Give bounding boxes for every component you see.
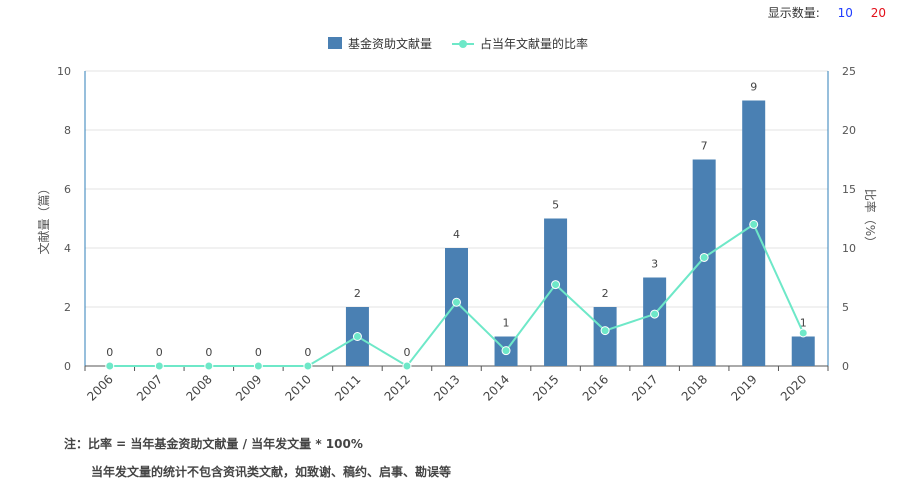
x-tick-label: 2009 — [233, 372, 264, 403]
display-count-control: 显示数量: 10 20 — [768, 4, 886, 21]
bar-value-label: 2 — [354, 287, 361, 300]
note-exclusion: 当年发文量的统计不包含资讯类文献，如致谢、稿约、启事、勘误等 — [91, 465, 452, 479]
bar — [643, 277, 667, 366]
bar — [544, 218, 568, 366]
y2-tick-label: 25 — [842, 65, 856, 78]
y2-tick-label: 10 — [842, 242, 856, 255]
bar-value-label: 3 — [651, 258, 658, 271]
bar-value-label: 0 — [106, 346, 113, 359]
ratio-point — [204, 361, 214, 371]
ratio-point — [105, 361, 115, 371]
legend-bar-swatch — [328, 37, 342, 49]
y-tick-label: 2 — [64, 301, 71, 314]
bar — [692, 159, 716, 366]
ratio-point — [352, 332, 362, 341]
legend-bar-label: 基金资助文献量 — [348, 36, 432, 51]
y-tick-label: 10 — [57, 65, 71, 78]
bar — [742, 100, 766, 366]
y2-tick-label: 5 — [842, 301, 849, 314]
y2-tick-label: 15 — [842, 183, 856, 196]
display-count-label: 显示数量: — [767, 6, 820, 20]
x-tick-label: 2018 — [679, 372, 710, 403]
bar-value-label: 1 — [503, 317, 510, 330]
y2-tick-label: 0 — [842, 360, 849, 373]
ratio-point — [600, 326, 610, 336]
y-tick-label: 6 — [64, 183, 71, 196]
bar — [593, 307, 617, 366]
y-tick-label: 4 — [64, 242, 71, 255]
y2-axis-title: 比率（%） — [863, 189, 878, 248]
bar-value-label: 5 — [552, 199, 559, 212]
y-tick-label: 8 — [64, 124, 71, 137]
display-count-option-10[interactable]: 10 — [837, 6, 853, 20]
display-count-option-20[interactable]: 20 — [870, 6, 886, 20]
bar-value-label: 0 — [205, 346, 212, 359]
bar-value-label: 0 — [255, 346, 262, 359]
bar — [791, 336, 815, 366]
legend-line-label: 占当年文献量的比率 — [480, 36, 588, 51]
ratio-point — [154, 361, 164, 371]
bar-value-label: 9 — [750, 81, 757, 94]
ratio-point — [551, 280, 561, 290]
x-tick-label: 2017 — [629, 372, 660, 403]
note-ratio-formula: 注：比率 = 当年基金资助文献量 / 当年发文量 * 100% — [64, 437, 363, 451]
y-axis-title: 文献量（篇） — [36, 182, 51, 254]
ratio-point — [253, 361, 263, 371]
x-tick-label: 2006 — [84, 372, 115, 403]
bar-value-label: 1 — [800, 317, 807, 330]
ratio-point — [452, 297, 461, 307]
y2-tick-label: 20 — [842, 124, 856, 137]
bar-value-label: 7 — [701, 140, 708, 153]
x-tick-label: 2012 — [382, 372, 413, 403]
x-tick-label: 2007 — [134, 372, 165, 403]
legend-line-marker — [459, 40, 467, 48]
ratio-point — [501, 346, 511, 356]
bar — [445, 248, 468, 366]
x-tick-label: 2015 — [530, 372, 561, 403]
ratio-point — [749, 219, 759, 229]
ratio-point — [303, 361, 313, 371]
bar-value-label: 2 — [602, 287, 609, 300]
ratio-point — [699, 252, 709, 262]
x-tick-label: 2016 — [580, 372, 611, 403]
x-tick-label: 2010 — [283, 372, 314, 403]
bar-value-label: 0 — [156, 346, 163, 359]
ratio-point — [798, 328, 808, 338]
x-tick-label: 2013 — [431, 372, 462, 403]
x-tick-label: 2008 — [183, 372, 214, 403]
x-tick-label: 2020 — [778, 372, 809, 403]
bar-value-label: 0 — [304, 346, 311, 359]
x-tick-label: 2019 — [728, 372, 759, 403]
bar-value-label: 0 — [403, 346, 410, 359]
ratio-point — [650, 309, 660, 319]
x-tick-label: 2014 — [481, 372, 512, 403]
bar-value-label: 4 — [453, 228, 460, 241]
y-tick-label: 0 — [64, 360, 71, 373]
x-tick-label: 2011 — [332, 372, 363, 403]
ratio-point — [402, 361, 412, 371]
